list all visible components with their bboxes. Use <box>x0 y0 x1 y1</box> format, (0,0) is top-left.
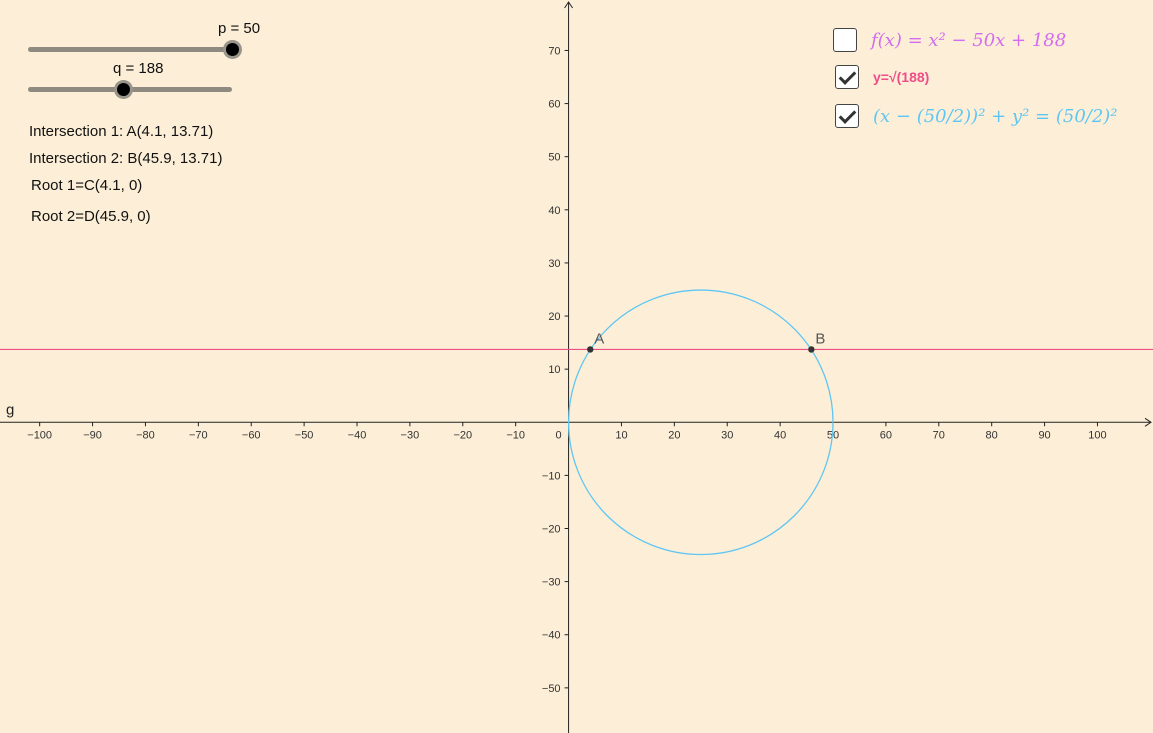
parabola-checkbox[interactable] <box>833 28 857 52</box>
x-tick-label: −30 <box>401 429 420 441</box>
x-tick-label: −80 <box>136 429 155 441</box>
slider-q-label: q = 188 <box>113 60 164 77</box>
circle-curve[interactable] <box>567 289 834 556</box>
y-tick-label: 60 <box>548 99 560 111</box>
x-tick-label: 30 <box>721 429 733 441</box>
circle-label: (x − (50/2))² + y² = (50/2)² <box>873 105 1118 127</box>
y-tick-label: 70 <box>548 45 560 57</box>
slider-p[interactable]: p = 50 <box>28 18 260 56</box>
x-tick-label: 10 <box>615 429 627 441</box>
x-tick-label: 80 <box>986 429 998 441</box>
x-tick-label: −20 <box>453 429 472 441</box>
y-tick-label: −20 <box>542 524 561 536</box>
y-tick-label: 50 <box>548 152 560 164</box>
point-a[interactable] <box>587 346 594 353</box>
x-tick-label: 20 <box>668 429 680 441</box>
y-tick-label: −10 <box>542 470 561 482</box>
y-tick-label: 40 <box>548 205 560 217</box>
intersection-2-text: Intersection 2: B(45.9, 13.71) <box>29 150 223 167</box>
toggle-circle[interactable]: (x − (50/2))² + y² = (50/2)² <box>835 104 1118 128</box>
point-b[interactable] <box>808 346 815 353</box>
slider-p-track[interactable] <box>28 47 232 52</box>
root-2-text: Root 2=D(45.9, 0) <box>31 208 151 225</box>
line-checkbox[interactable] <box>835 65 859 89</box>
y-tick-label: 10 <box>548 364 560 376</box>
y-tick-label: −40 <box>542 630 561 642</box>
root-1-text: Root 1=C(4.1, 0) <box>31 177 143 194</box>
x-tick-label: 90 <box>1038 429 1050 441</box>
x-axis-arrow-icon <box>1144 417 1152 427</box>
slider-q[interactable]: q = 188 <box>28 58 248 96</box>
y-tick-label: −30 <box>542 577 561 589</box>
y-tick-label: 20 <box>548 311 560 323</box>
line-label: y=√(188) <box>873 69 930 85</box>
x-tick-label: −50 <box>295 429 314 441</box>
x-tick-label: −60 <box>242 429 261 441</box>
intersection-1-text: Intersection 1: A(4.1, 13.71) <box>29 123 214 140</box>
x-tick-label: 100 <box>1088 429 1106 441</box>
point-a-label: A <box>594 330 604 347</box>
y-tick-label: 30 <box>548 258 560 270</box>
x-tick-label: −10 <box>506 429 525 441</box>
y-axis-arrow-icon <box>564 1 573 9</box>
y-tick-label: −50 <box>542 683 561 695</box>
x-tick-label: −70 <box>189 429 208 441</box>
x-axis-name: g <box>6 401 14 418</box>
x-tick-label: 60 <box>880 429 892 441</box>
x-tick-label: −40 <box>348 429 367 441</box>
x-tick-label: 0 <box>556 429 562 441</box>
slider-q-handle[interactable] <box>117 83 131 96</box>
x-tick-label: −100 <box>27 429 52 441</box>
point-b-label: B <box>815 330 825 347</box>
slider-p-label: p = 50 <box>218 20 261 37</box>
toggle-line[interactable]: y=√(188) <box>835 65 929 89</box>
x-tick-label: 40 <box>774 429 786 441</box>
toggle-parabola[interactable]: f(x) = x² − 50x + 188 <box>833 28 1066 52</box>
circle-checkbox[interactable] <box>835 104 859 128</box>
x-tick-label: −90 <box>83 429 102 441</box>
parabola-label: f(x) = x² − 50x + 188 <box>871 29 1067 51</box>
x-tick-label: 70 <box>933 429 945 441</box>
slider-p-handle[interactable] <box>225 43 239 56</box>
